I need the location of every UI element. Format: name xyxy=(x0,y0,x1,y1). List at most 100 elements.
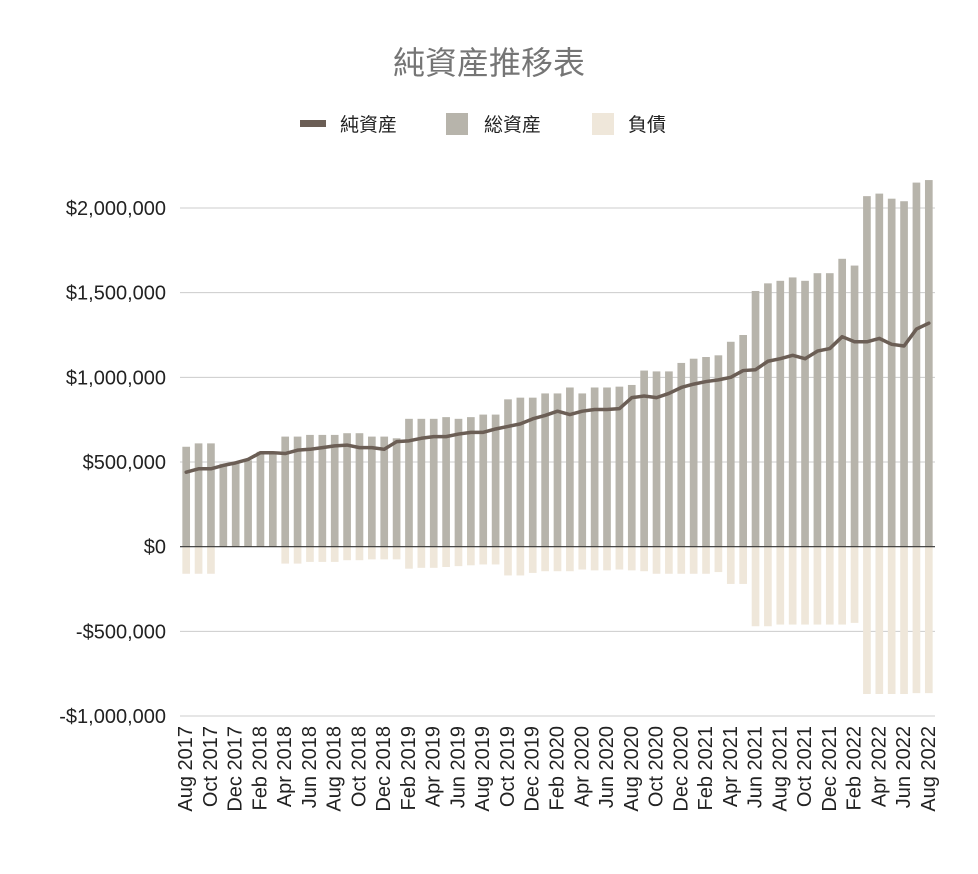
legend-label-liabilities: 負債 xyxy=(628,114,666,136)
asset-bar xyxy=(219,463,228,547)
asset-bar xyxy=(454,418,463,547)
liability-bar xyxy=(813,546,822,625)
liability-bar xyxy=(850,546,859,623)
liability-bar xyxy=(392,546,401,560)
legend-marker-net xyxy=(300,120,326,127)
liability-bar xyxy=(590,546,599,571)
asset-bar xyxy=(429,418,438,547)
liability-bar xyxy=(739,546,747,584)
x-tick-label: Jun 2018 xyxy=(299,726,321,808)
asset-bar xyxy=(714,355,723,547)
asset-bar xyxy=(900,201,908,547)
asset-bar xyxy=(256,451,265,547)
liability-bar xyxy=(553,546,562,572)
asset-bar xyxy=(330,434,339,547)
asset-bar xyxy=(615,386,624,547)
asset-bar xyxy=(665,371,673,547)
net-worth-line xyxy=(184,321,931,474)
liability-bar xyxy=(603,546,611,571)
asset-bar xyxy=(318,434,327,547)
x-tick-label: Oct 2019 xyxy=(497,726,519,807)
y-tick-label: -$500,000 xyxy=(76,621,166,643)
liability-bar xyxy=(516,546,525,576)
x-tick-label: Aug 2019 xyxy=(472,726,494,812)
y-tick-label: $1,500,000 xyxy=(66,283,166,305)
x-tick-label: Feb 2022 xyxy=(844,726,866,811)
liability-bar xyxy=(318,546,327,562)
chart-title: 純資産推移表 xyxy=(393,44,585,82)
legend: 純資産 総資産 負債 xyxy=(300,113,666,136)
y-tick-label: $2,000,000 xyxy=(66,198,166,220)
liability-bar xyxy=(578,546,587,570)
x-tick-label: Apr 2018 xyxy=(274,726,296,807)
asset-bar xyxy=(627,384,636,547)
asset-bar xyxy=(504,399,512,547)
asset-bar xyxy=(528,397,537,547)
liability-bar xyxy=(429,546,438,568)
liability-bar xyxy=(924,546,933,694)
liability-bar xyxy=(702,546,710,574)
x-tick-label: Jun 2020 xyxy=(596,726,618,808)
x-tick-label: Jun 2022 xyxy=(893,726,915,808)
asset-bar xyxy=(875,193,884,547)
liability-bar xyxy=(875,546,884,694)
x-tick-label: Dec 2019 xyxy=(522,726,544,812)
x-tick-label: Oct 2018 xyxy=(348,726,370,807)
gridlines xyxy=(180,207,935,717)
asset-bar xyxy=(726,341,735,547)
legend-marker-liabilities xyxy=(592,113,614,135)
liability-bar xyxy=(194,546,203,574)
liability-bar xyxy=(182,546,191,574)
liability-bar xyxy=(368,546,376,560)
liability-bar xyxy=(714,546,723,573)
asset-bar xyxy=(689,358,698,547)
legend-label-assets: 総資産 xyxy=(484,114,541,136)
x-tick-label: Dec 2018 xyxy=(373,726,395,812)
liability-bar xyxy=(665,546,673,574)
y-tick-label: $0 xyxy=(144,537,166,559)
asset-bar xyxy=(281,436,290,547)
liability-bar xyxy=(207,546,215,574)
asset-bar xyxy=(306,434,314,547)
liability-bar xyxy=(566,546,574,572)
x-tick-label: Aug 2017 xyxy=(175,726,197,812)
asset-bar xyxy=(813,273,822,547)
liability-bar xyxy=(491,546,500,565)
y-axis-labels: $2,000,000 $1,500,000 $1,000,000 $500,000 $0… xyxy=(59,198,166,728)
asset-bar xyxy=(776,280,785,547)
y-tick-label: -$1,000,000 xyxy=(59,706,166,728)
asset-bar xyxy=(801,280,809,547)
liability-bar xyxy=(863,546,871,694)
asset-bar xyxy=(417,418,426,547)
asset-bar xyxy=(652,371,661,547)
liability-bar xyxy=(380,546,389,560)
liability-bar xyxy=(801,546,809,625)
liability-bar xyxy=(615,546,624,570)
liability-bar xyxy=(912,546,921,694)
asset-bar xyxy=(405,418,413,547)
x-tick-label: Aug 2020 xyxy=(621,726,643,812)
liability-bar xyxy=(900,546,908,694)
asset-bar xyxy=(231,462,240,547)
liability-bar xyxy=(751,546,760,627)
y-tick-label: $500,000 xyxy=(83,452,166,474)
asset-bar xyxy=(825,273,834,547)
asset-bar xyxy=(788,277,797,547)
liability-bar xyxy=(467,546,475,566)
asset-bar xyxy=(887,198,896,547)
x-tick-label: Dec 2017 xyxy=(225,726,247,812)
x-tick-label: Apr 2020 xyxy=(571,726,593,807)
liability-bar xyxy=(306,546,314,562)
asset-bar xyxy=(479,414,488,547)
x-tick-label: Oct 2020 xyxy=(646,726,668,807)
x-tick-label: Jun 2019 xyxy=(447,726,469,808)
liability-bar xyxy=(417,546,426,568)
asset-bar xyxy=(739,335,747,547)
legend-marker-assets xyxy=(446,113,468,135)
asset-bar xyxy=(751,290,760,547)
liability-bar xyxy=(788,546,797,625)
asset-bar xyxy=(640,370,648,547)
liability-bar xyxy=(776,546,785,625)
liability-bar xyxy=(838,546,847,625)
